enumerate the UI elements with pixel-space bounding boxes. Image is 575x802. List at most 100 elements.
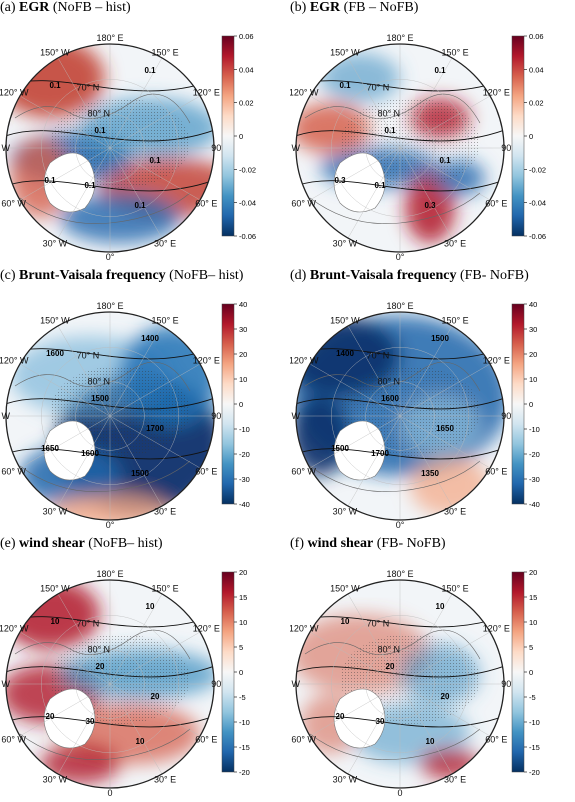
geo-coordinate-label: 60° E xyxy=(485,735,507,745)
panel-title: (b) EGR (FB – NoFB) xyxy=(290,0,418,16)
contour-value-label: 1500 xyxy=(431,334,449,343)
geo-coordinate-label: 150° E xyxy=(152,48,179,58)
contour-value-label: 20 xyxy=(46,712,55,721)
contour-value-label: 20 xyxy=(151,692,160,701)
title-variable: wind shear xyxy=(307,536,374,551)
colorbar-tick-label: 0.06 xyxy=(529,32,544,41)
colorbar: 0.06 0.04 0.02 0 -0.02 -0.04 -0.06 xyxy=(221,32,256,241)
geo-coordinate-label: 60° W xyxy=(291,199,316,209)
colorbar-tick-label: -40 xyxy=(529,500,540,509)
panel-title: (d) Brunt-Vaisala frequency (FB- NoFB) xyxy=(290,268,529,284)
colorbar-tick-label: 20 xyxy=(529,568,537,577)
colorbar-tick-label: -0.06 xyxy=(239,232,256,241)
map-boundary xyxy=(5,311,215,521)
geo-coordinate-label: 180° E xyxy=(386,301,413,311)
geo-coordinate-label: 0° xyxy=(106,252,115,262)
title-variable: wind shear xyxy=(19,536,85,551)
geo-coordinate-label: 70° N xyxy=(367,350,390,360)
geo-coordinate-label: 120° E xyxy=(483,87,510,97)
colorbar-tick-label: -10 xyxy=(239,718,250,727)
geo-coordinate-label: 80° N xyxy=(87,108,110,118)
colorbar-tick-label: 5 xyxy=(239,643,243,652)
meridian-line xyxy=(57,593,163,775)
contour-value-label: 1700 xyxy=(371,449,389,458)
contour-value-label: 0.1 xyxy=(434,66,446,75)
contour-value-label: 10 xyxy=(341,617,350,626)
geo-coordinate-label: 150° E xyxy=(152,316,179,326)
geo-coordinate-label: 70° N xyxy=(77,618,100,628)
geo-coordinate-label: 0° xyxy=(396,252,405,262)
anomaly-field xyxy=(40,744,120,784)
anomaly-field xyxy=(60,193,180,243)
contour-value-label: 20 xyxy=(441,692,450,701)
contour-value-label: 0.3 xyxy=(334,176,346,185)
geo-coordinate-label: 180° E xyxy=(96,569,123,579)
panel-d: (d) Brunt-Vaisala frequency (FB- NoFB) 18… xyxy=(290,268,575,534)
colorbar-tick-label: -10 xyxy=(529,425,540,434)
colorbar-tick-label: 40 xyxy=(239,300,247,309)
contour-value-label: 0.1 xyxy=(144,66,156,75)
meridian-line xyxy=(57,57,163,239)
colorbar-tick-label: 10 xyxy=(529,375,537,384)
geo-coordinate-label: 150° W xyxy=(330,48,360,58)
geo-coordinate-label: 30° W xyxy=(333,774,358,784)
meridian-line xyxy=(347,593,453,775)
colorbar-tick-label: 0 xyxy=(529,132,533,141)
geo-coordinate-label: 0° xyxy=(396,520,405,530)
geo-coordinate-label: 30° W xyxy=(43,506,68,516)
geo-coordinate-label: 30° E xyxy=(444,238,466,248)
colorbar-tick-label: -5 xyxy=(239,693,246,702)
geo-coordinate-label: 30° E xyxy=(154,774,176,784)
title-experiment: (FB- NoFB) xyxy=(373,536,446,551)
colorbar-tick-label: -5 xyxy=(529,693,536,702)
colorbar-tick-label: -15 xyxy=(529,743,540,752)
title-experiment: (NoFB– hist) xyxy=(165,268,244,283)
contour-line xyxy=(296,395,504,410)
geo-coordinate-label: 150° W xyxy=(40,584,70,594)
geo-coordinate-label: 60° W xyxy=(1,199,26,209)
geo-coordinate-label: 150° E xyxy=(442,48,469,58)
colorbar-tick-label: 30 xyxy=(239,325,247,334)
geo-coordinate-label: 70° N xyxy=(367,618,390,628)
geo-coordinate-label: 180° E xyxy=(96,301,123,311)
title-prefix: (b) xyxy=(290,0,310,15)
title-variable: EGR xyxy=(309,0,341,15)
contour-value-label: 1500 xyxy=(131,469,149,478)
colorbar-tick-label: 0.02 xyxy=(239,99,254,108)
colorbar-tick-label: 0 xyxy=(239,132,243,141)
panel-c: (c) Brunt-Vaisala frequency (NoFB– hist)… xyxy=(0,268,285,534)
colorbar-tick-label: 10 xyxy=(239,375,247,384)
title-variable: EGR xyxy=(19,0,50,15)
title-prefix: (c) xyxy=(0,268,20,283)
colorbar: 20 15 10 5 0 -5 -10 -15 -20 xyxy=(511,568,540,777)
geo-coordinate-label: 120° W xyxy=(290,87,319,97)
meridian-line xyxy=(57,325,163,507)
geo-coordinate-label: 70° N xyxy=(77,350,100,360)
contour-value-label: 1650 xyxy=(436,424,454,433)
geo-coordinate-label: 30° W xyxy=(333,506,358,516)
colorbar-tick-label: 5 xyxy=(529,643,533,652)
contour-value-label: 10 xyxy=(51,617,60,626)
contour-value-label: 0.1 xyxy=(149,156,161,165)
geo-coordinate-label: 60° W xyxy=(1,467,26,477)
colorbar-tick-label: 0.06 xyxy=(239,32,254,41)
contour-value-label: 1500 xyxy=(91,394,109,403)
contour-value-label: 0.1 xyxy=(374,181,386,190)
panel-title: (e) wind shear (NoFB– hist) xyxy=(0,536,163,552)
map-boundary xyxy=(295,43,505,253)
geo-coordinate-label: 150° E xyxy=(442,316,469,326)
colorbar-tick-label: 0 xyxy=(529,668,533,677)
contour-line xyxy=(296,177,504,192)
geo-coordinate-label: 150° W xyxy=(40,48,70,58)
contour-value-label: 1500 xyxy=(331,444,349,453)
colorbar-gradient xyxy=(221,35,235,237)
geo-coordinate-label: 120° W xyxy=(0,355,29,365)
colorbar-tick-label: -0.02 xyxy=(239,165,256,174)
colorbar-tick-label: -15 xyxy=(239,743,250,752)
geo-coordinate-label: 180° E xyxy=(386,569,413,579)
colorbar-tick-label: 10 xyxy=(529,618,537,627)
colorbar-tick-label: -30 xyxy=(529,475,540,484)
colorbar-tick-label: 0.02 xyxy=(529,99,544,108)
